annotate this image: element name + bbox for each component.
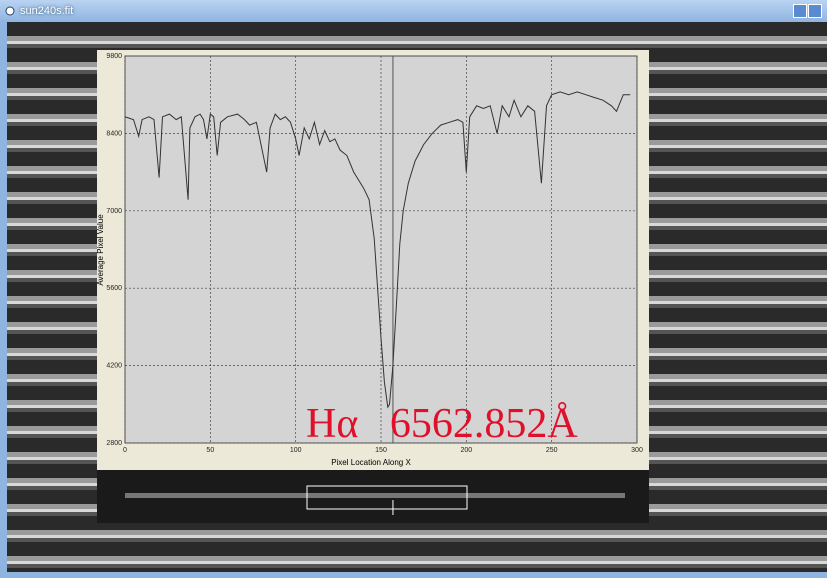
y-axis-label: Average Pixel Value xyxy=(96,214,105,286)
y-tick-label: 8400 xyxy=(106,130,122,137)
y-tick-label: 7000 xyxy=(106,208,122,215)
x-tick-label: 150 xyxy=(375,447,387,454)
x-tick-label: 50 xyxy=(206,447,214,454)
x-tick-label: 200 xyxy=(460,447,472,454)
y-tick-label: 2800 xyxy=(106,440,122,447)
x-axis-label: Pixel Location Along X xyxy=(331,458,411,467)
x-tick-label: 0 xyxy=(123,447,127,454)
annotation: Hα 6562.852Å xyxy=(306,401,578,447)
chart: Pixel Location Along X Average Pixel Val… xyxy=(0,0,827,578)
y-tick-label: 5600 xyxy=(106,285,122,292)
y-tick-label: 4200 xyxy=(106,363,122,370)
x-tick-label: 300 xyxy=(631,447,643,454)
strip-band xyxy=(125,493,625,498)
x-tick-label: 100 xyxy=(290,447,302,454)
y-tick-label: 9800 xyxy=(106,53,122,60)
x-tick-label: 250 xyxy=(546,447,558,454)
